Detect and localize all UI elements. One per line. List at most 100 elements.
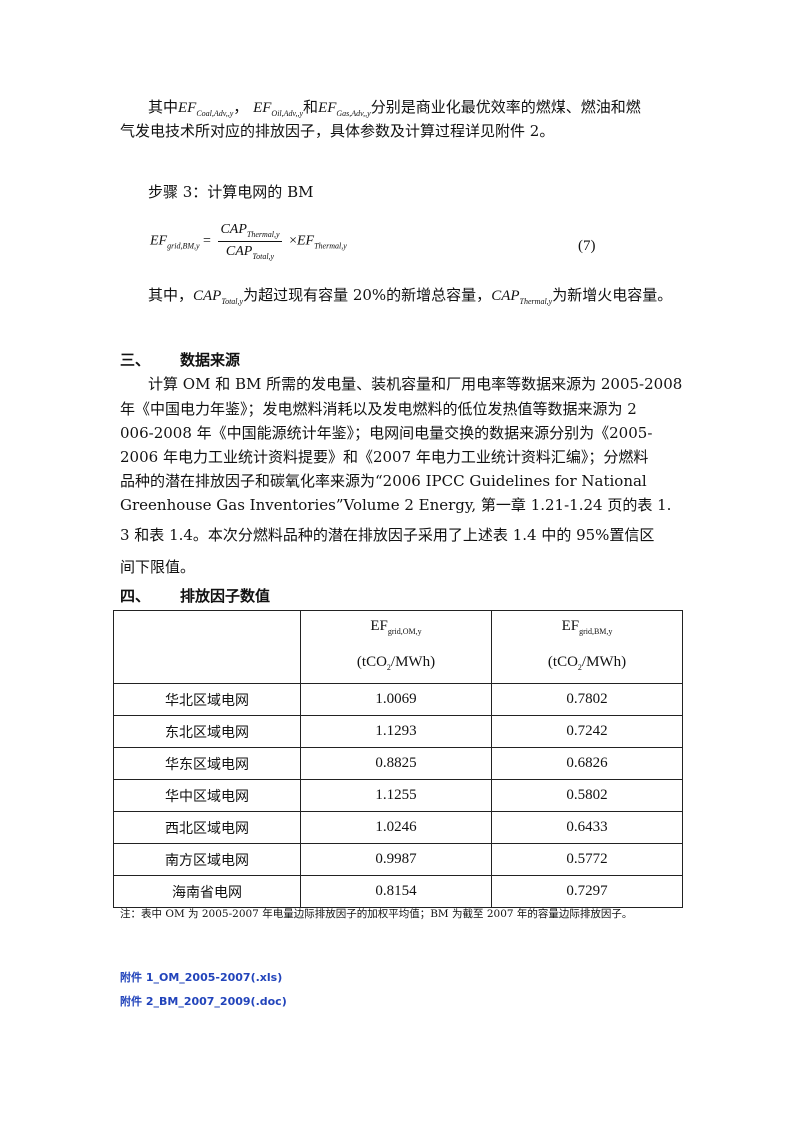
header-om-unit: (tCO2/MWh): [301, 647, 491, 683]
formula-7: EFgrid,BM,y = CAPThermal,y CAPTotal,y ×E…: [150, 222, 347, 261]
ef: EF: [178, 100, 197, 116]
rhs-sub: Thermal,y: [314, 241, 347, 251]
numerator: CAPThermal,y: [218, 222, 282, 242]
ef: EF: [370, 618, 388, 634]
sub: Thermal,y: [519, 297, 553, 306]
grid-name-cell: 华中区域电网: [113, 779, 301, 812]
sub: grid,BM,y: [579, 627, 613, 636]
num: CAP: [220, 222, 247, 237]
table-body: 华北区域电网 1.0069 0.7802 东北区域电网 1.1293 0.7242 华东区域…: [113, 683, 683, 908]
bm-value-cell: 0.7242: [491, 715, 683, 748]
grid-name-cell: 华东区域电网: [113, 747, 301, 780]
sep: ，: [233, 98, 249, 116]
den-sub: Total,y: [252, 251, 275, 261]
section3-heading: 三、 数据来源: [120, 349, 240, 370]
and: 和: [303, 98, 319, 116]
om-value-cell: 1.1255: [300, 779, 492, 812]
om-value-cell: 1.0246: [300, 811, 492, 844]
header-bm-label: EFgrid,BM,y: [492, 611, 682, 647]
table-row: 海南省电网 0.8154 0.7297: [113, 875, 683, 908]
section-number: 四、: [120, 587, 151, 605]
para1-line1: 其中EFCoal,Adv,,y， EFOil,Adv,,y和EFGas,Adv,…: [148, 98, 641, 123]
fraction: CAPThermal,y CAPTotal,y: [218, 222, 282, 261]
grid-name-cell: 东北区域电网: [113, 715, 301, 748]
bm-value-cell: 0.6826: [491, 747, 683, 780]
bm-value-cell: 0.5802: [491, 779, 683, 812]
text: 其中，: [148, 286, 194, 304]
ef-coal: EFCoal,Adv,,y: [178, 100, 234, 118]
section3-line: 间下限值。: [120, 558, 196, 576]
sub: Gas,Adv,,y: [336, 109, 371, 118]
para1-line2: 气发电技术所对应的排放因子，具体参数及计算过程详见附件 2。: [120, 122, 555, 140]
step3-title: 步骤 3：计算电网的 BM: [148, 183, 314, 201]
grid-name-cell: 南方区域电网: [113, 843, 301, 876]
om-value-cell: 0.8825: [300, 747, 492, 780]
header-om-label: EFgrid,OM,y: [301, 611, 491, 647]
om-value-cell: 1.0069: [300, 683, 492, 716]
grid-name-cell: 华北区域电网: [113, 683, 301, 716]
equation-number: (7): [578, 238, 596, 254]
ef: EF: [561, 618, 580, 634]
table-row: 华中区域电网 1.1255 0.5802: [113, 779, 683, 812]
lhs-sub: grid,BM,y: [167, 241, 200, 251]
u-sub: 2: [577, 663, 582, 672]
table-row: 东北区域电网 1.1293 0.7242: [113, 715, 683, 748]
times: ×: [289, 233, 297, 249]
section4-heading: 四、 排放因子数值: [120, 585, 270, 606]
sub: Oil,Adv,,y: [271, 109, 304, 118]
text: 为超过现有容量 20%的新增总容量，: [243, 286, 492, 304]
table-note: 注：表中 OM 为 2005-2007 年电量边际排放因子的加权平均值；BM 为…: [120, 908, 633, 920]
u: /MWh): [581, 654, 627, 670]
section-number: 三、: [120, 351, 151, 369]
section-title: 排放因子数值: [180, 587, 271, 605]
bm-value-cell: 0.5772: [491, 843, 683, 876]
lhs: EF: [150, 233, 168, 249]
u: (tCO: [547, 654, 578, 670]
attachment-2-link[interactable]: 附件 2_BM_2007_2009(.doc): [120, 995, 287, 1008]
table-header-row: EFgrid,OM,y (tCO2/MWh) EFgrid,BM,y (tCO2…: [113, 610, 683, 684]
section3-line: 006-2008 年《中国能源统计年鉴》；电网间电量交换的数据来源分别为《200…: [120, 424, 653, 442]
grid-name-cell: 西北区域电网: [113, 811, 301, 844]
attachment-1-link[interactable]: 附件 1_OM_2005-2007(.xls): [120, 971, 283, 984]
header-cell-empty: [113, 610, 301, 684]
ef-gas: EFGas,Adv,,y: [318, 100, 371, 118]
text: 其中: [148, 98, 179, 116]
sub: Coal,Adv,,y: [196, 109, 234, 118]
sub: Total,y: [221, 297, 244, 306]
denominator: CAPTotal,y: [218, 242, 281, 261]
header-cell-bm: EFgrid,BM,y (tCO2/MWh): [491, 610, 683, 684]
section3-line: 品种的潜在排放因子和碳氧化率来源为“2006 IPCC Guidelines f…: [120, 472, 647, 490]
step3-where: 其中，CAPTotal,y为超过现有容量 20%的新增总容量，CAPTherma…: [148, 286, 672, 311]
eq: =: [203, 233, 211, 249]
bm-value-cell: 0.7802: [491, 683, 683, 716]
header-bm-unit: (tCO2/MWh): [492, 647, 682, 683]
emission-factor-table: EFgrid,OM,y (tCO2/MWh) EFgrid,BM,y (tCO2…: [113, 610, 683, 908]
table-row: 南方区域电网 0.9987 0.5772: [113, 843, 683, 876]
ef: EF: [318, 100, 337, 116]
u: /MWh): [390, 654, 436, 670]
grid-name-cell: 海南省电网: [113, 875, 301, 908]
header-cell-om: EFgrid,OM,y (tCO2/MWh): [300, 610, 492, 684]
section3-line: 年《中国电力年鉴》；发电燃料消耗以及发电燃料的低位发热值等数据来源为 2: [120, 400, 637, 418]
num-sub: Thermal,y: [246, 229, 280, 239]
sub: grid,OM,y: [387, 627, 422, 636]
section3-line: Greenhouse Gas Inventories”Volume 2 Ener…: [120, 496, 672, 514]
text: 为新增火电容量。: [552, 286, 673, 304]
ef-oil: EFOil,Adv,,y: [253, 100, 304, 118]
table-row: 西北区域电网 1.0246 0.6433: [113, 811, 683, 844]
rhs: EF: [296, 233, 315, 249]
section3-line: 3 和表 1.4。本次分燃料品种的潜在排放因子采用了上述表 1.4 中的 95%…: [120, 526, 655, 544]
ef: EF: [253, 100, 272, 116]
bm-value-cell: 0.6433: [491, 811, 683, 844]
text: 分别是商业化最优效率的燃煤、燃油和燃: [370, 98, 641, 116]
u-sub: 2: [386, 663, 391, 672]
om-value-cell: 0.8154: [300, 875, 492, 908]
section-title: 数据来源: [180, 351, 241, 369]
table-row: 华北区域电网 1.0069 0.7802: [113, 683, 683, 716]
den: CAP: [225, 243, 253, 259]
bm-value-cell: 0.7297: [491, 875, 683, 908]
cap: CAP: [193, 288, 222, 304]
table-row: 华东区域电网 0.8825 0.6826: [113, 747, 683, 780]
cap: CAP: [491, 288, 520, 304]
om-value-cell: 1.1293: [300, 715, 492, 748]
